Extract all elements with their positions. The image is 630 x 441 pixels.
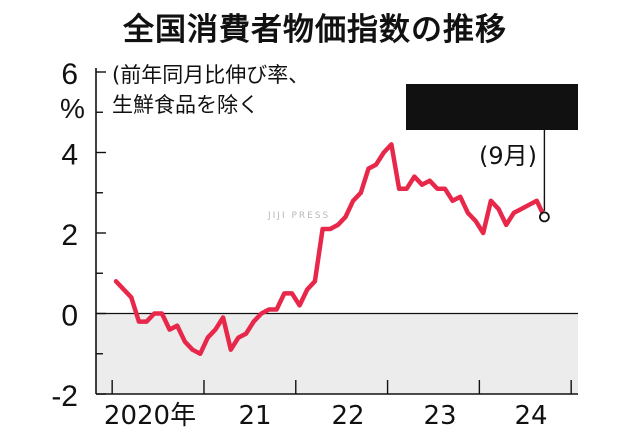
series-line: [113, 142, 547, 357]
watermark: JIJI PRESS: [267, 211, 330, 221]
chart-title: 全国消費者物価指数の推移: [123, 12, 507, 48]
callout-month-label: (9月): [479, 142, 537, 170]
x-tick-label: 23: [423, 401, 456, 431]
y-tick-label: 0: [61, 300, 78, 333]
callout-box: [406, 84, 578, 130]
y-tick-label: 6: [61, 58, 78, 91]
subtitle-line-1: (前年同月比伸び率、: [112, 63, 309, 87]
y-tick-label: 4: [61, 139, 78, 172]
latest-data-point-marker: [539, 211, 550, 223]
x-tick-label: 22: [331, 401, 364, 431]
x-tick-label: 24: [514, 401, 547, 431]
y-axis-unit: %: [60, 93, 85, 124]
subtitle-line-2: 生鮮食品を除く: [112, 93, 259, 117]
y-tick-label: 2: [61, 219, 78, 252]
x-tick-label: 2020年: [104, 401, 196, 431]
callout-value-label: 2.4%上昇: [420, 91, 563, 126]
x-tick-label: 21: [238, 401, 271, 431]
y-tick-label: -2: [51, 380, 78, 413]
